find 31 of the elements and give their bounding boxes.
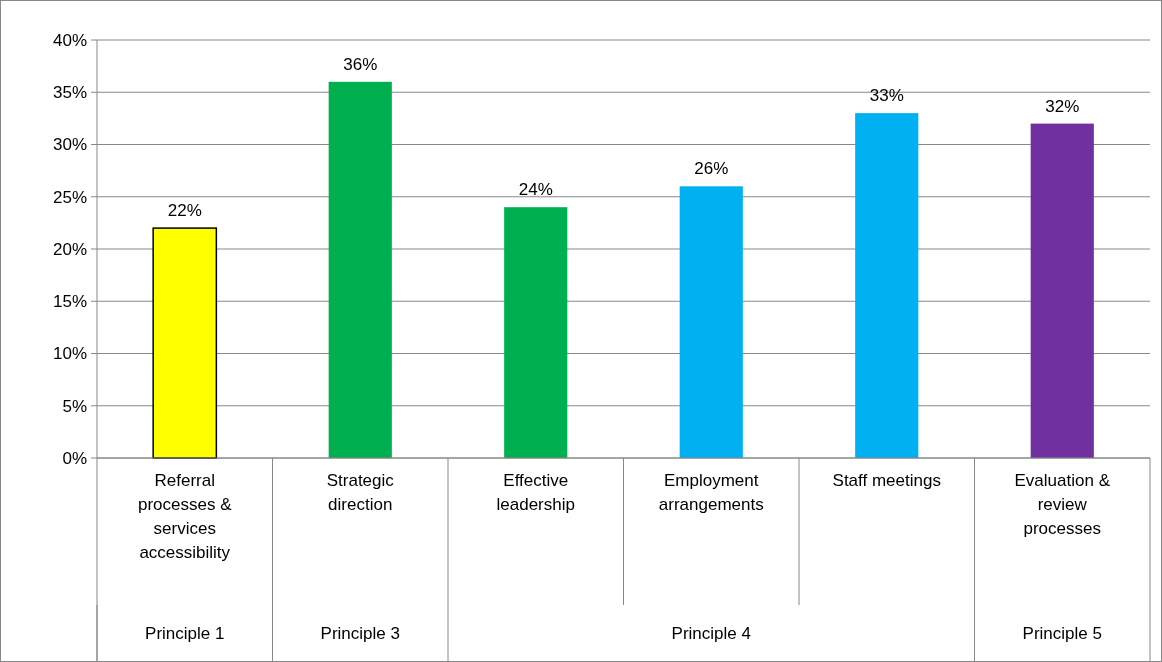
data-label: 36% xyxy=(343,54,378,74)
x-tick-label: Evaluation & review processes xyxy=(1014,471,1111,538)
text: Principle 5 xyxy=(1022,624,1102,643)
x-tick-label: Referral processes & services accessibility xyxy=(137,471,233,562)
bar xyxy=(152,227,218,459)
x-tick-label: Effective leadership xyxy=(496,471,575,514)
y-tick-label: 5% xyxy=(62,396,87,416)
y-tick-label: 20% xyxy=(52,239,87,259)
data-label: 26% xyxy=(694,159,729,179)
y-tick-label: 35% xyxy=(52,83,87,103)
y-tick-label: 0% xyxy=(62,448,87,468)
text: Principle 1 xyxy=(145,624,225,643)
y-tick-label: 10% xyxy=(52,344,87,364)
bar xyxy=(679,186,743,458)
bar xyxy=(1030,123,1094,458)
x-tick-label: Employment arrangements xyxy=(658,471,764,514)
data-label: 32% xyxy=(1045,96,1080,116)
text: Principle 4 xyxy=(671,624,751,643)
bar xyxy=(504,207,568,458)
y-tick-label: 25% xyxy=(52,187,87,207)
text: Principle 3 xyxy=(320,624,400,643)
bar xyxy=(328,81,392,458)
x-tick-label: Strategic direction xyxy=(326,471,395,514)
y-tick-label: 15% xyxy=(52,292,87,312)
y-tick-label: 30% xyxy=(52,135,87,155)
x-tick-label: Staff meetings xyxy=(832,471,941,490)
data-label: 24% xyxy=(518,180,553,200)
y-tick-label: 40% xyxy=(52,30,87,50)
bar xyxy=(855,113,919,458)
data-label: 22% xyxy=(167,201,202,221)
data-label: 33% xyxy=(869,86,904,106)
